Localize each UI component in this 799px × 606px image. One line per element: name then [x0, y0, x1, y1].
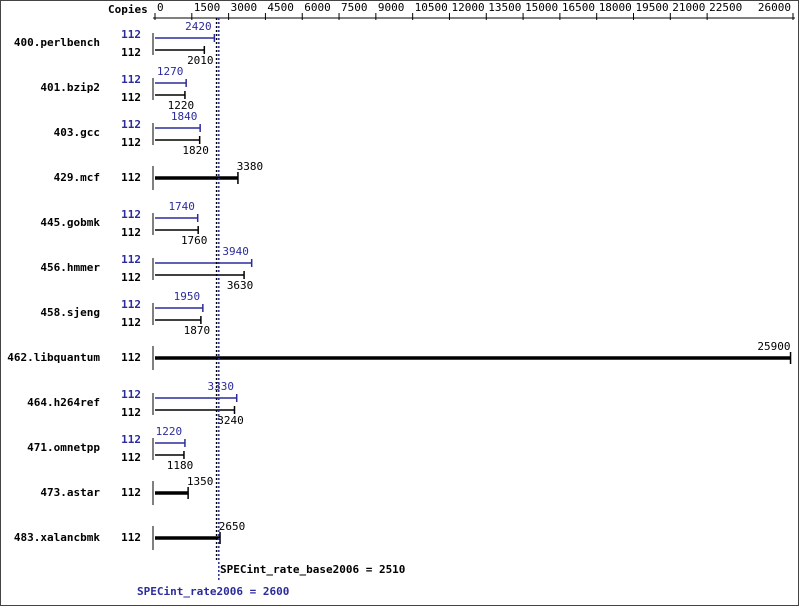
- value-label: 1950: [174, 290, 201, 303]
- value-label: 3630: [227, 279, 254, 292]
- copies-label: 112: [121, 351, 141, 364]
- value-label: 1220: [168, 99, 195, 112]
- x-tick-label: 6000: [304, 1, 331, 14]
- copies-label: 112: [121, 298, 141, 311]
- x-tick-label: 26000: [758, 1, 791, 14]
- value-label: 1870: [184, 324, 211, 337]
- x-tick-label: 3000: [231, 1, 258, 14]
- value-label: 2420: [185, 20, 212, 33]
- value-label: 1220: [156, 425, 183, 438]
- copies-label: 112: [121, 433, 141, 446]
- benchmark-label: 483.xalancbmk: [14, 531, 100, 544]
- value-label: 1820: [182, 144, 209, 157]
- value-label: 2650: [219, 520, 246, 533]
- copies-label: 112: [121, 171, 141, 184]
- x-tick-label: 13500: [488, 1, 521, 14]
- copies-label: 112: [121, 406, 141, 419]
- benchmark-label: 456.hmmer: [40, 261, 100, 274]
- copies-label: 112: [121, 451, 141, 464]
- x-tick-label: 7500: [341, 1, 368, 14]
- benchmark-label: 458.sjeng: [40, 306, 100, 319]
- x-tick-label: 4500: [267, 1, 294, 14]
- value-label: 1760: [181, 234, 208, 247]
- x-tick-label: 9000: [378, 1, 405, 14]
- copies-label: 112: [121, 208, 141, 221]
- x-tick-label: 19500: [636, 1, 669, 14]
- copies-label: 112: [121, 136, 141, 149]
- benchmark-label: 464.h264ref: [27, 396, 100, 409]
- copies-label: 112: [121, 388, 141, 401]
- copies-label: 112: [121, 531, 141, 544]
- copies-label: 112: [121, 226, 141, 239]
- value-label: 3380: [237, 160, 264, 173]
- x-tick-label: 10500: [415, 1, 448, 14]
- copies-label: 112: [121, 118, 141, 131]
- copies-label: 112: [121, 46, 141, 59]
- x-tick-label: 0: [157, 1, 164, 14]
- benchmark-label: 403.gcc: [54, 126, 100, 139]
- value-label: 3330: [207, 380, 234, 393]
- x-tick-label: 16500: [562, 1, 595, 14]
- axis-label: Copies: [108, 3, 148, 16]
- value-label: 1180: [167, 459, 194, 472]
- value-label: 3240: [217, 414, 244, 427]
- benchmark-label: 400.perlbench: [14, 36, 100, 49]
- value-label: 25900: [757, 340, 790, 353]
- value-label: 1840: [171, 110, 198, 123]
- reference-label: SPECint_rate_base2006 = 2510: [220, 563, 405, 576]
- x-tick-label: 22500: [709, 1, 742, 14]
- value-label: 1350: [187, 475, 214, 488]
- x-tick-label: 15000: [525, 1, 558, 14]
- benchmark-label: 473.astar: [40, 486, 100, 499]
- copies-label: 112: [121, 28, 141, 41]
- value-label: 1740: [168, 200, 195, 213]
- x-tick-label: 18000: [599, 1, 632, 14]
- benchmark-label: 471.omnetpp: [27, 441, 100, 454]
- value-label: 2010: [187, 54, 214, 67]
- benchmark-label: 445.gobmk: [40, 216, 100, 229]
- x-tick-label: 21000: [672, 1, 705, 14]
- copies-label: 112: [121, 316, 141, 329]
- x-tick-label: 12000: [451, 1, 484, 14]
- copies-label: 112: [121, 73, 141, 86]
- copies-label: 112: [121, 91, 141, 104]
- benchmark-label: 462.libquantum: [7, 351, 100, 364]
- benchmark-label: 401.bzip2: [40, 81, 100, 94]
- benchmark-label: 429.mcf: [54, 171, 100, 184]
- value-label: 3940: [222, 245, 249, 258]
- copies-label: 112: [121, 271, 141, 284]
- value-label: 1270: [157, 65, 184, 78]
- copies-label: 112: [121, 486, 141, 499]
- x-tick-label: 1500: [194, 1, 221, 14]
- reference-label: SPECint_rate2006 = 2600: [137, 585, 289, 598]
- copies-label: 112: [121, 253, 141, 266]
